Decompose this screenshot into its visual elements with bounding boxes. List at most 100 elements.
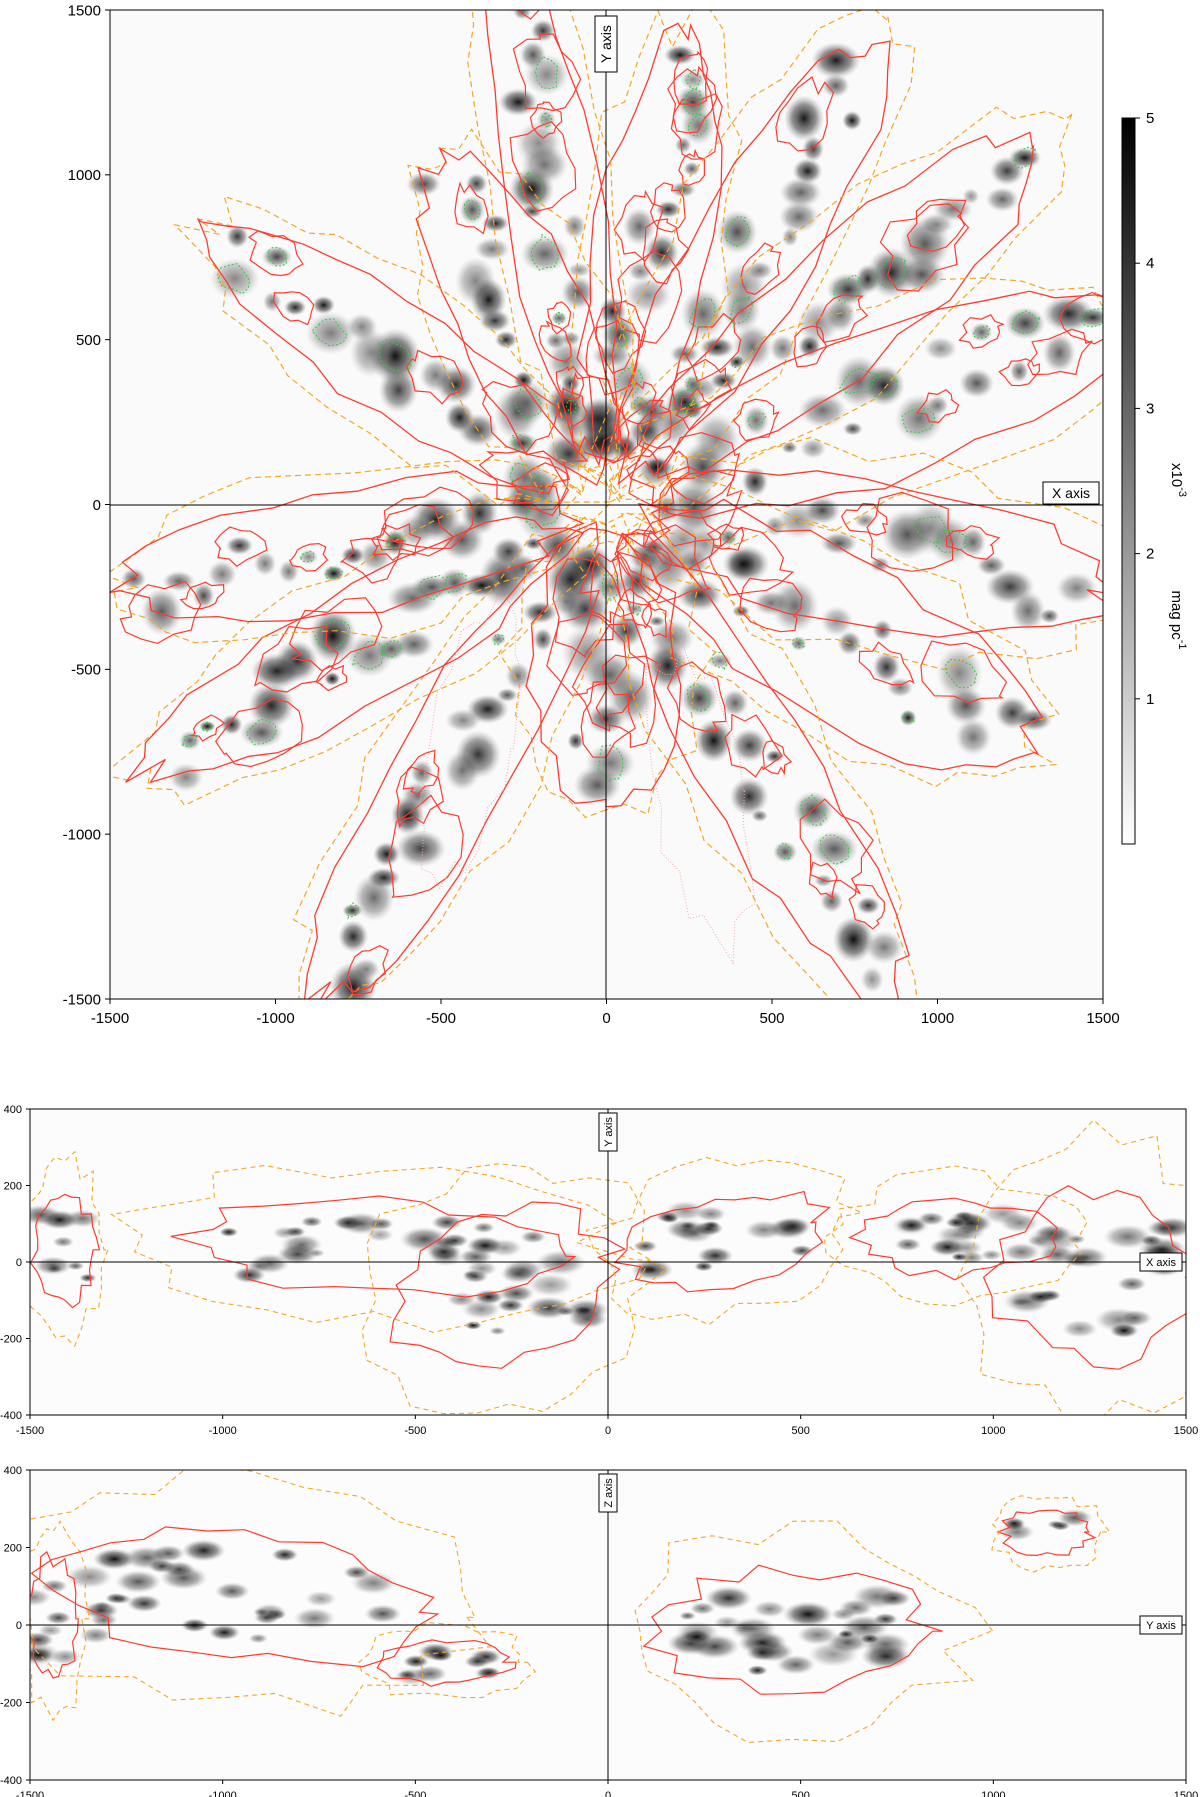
density-clump (219, 1227, 239, 1237)
colorbar-unit: mag pc-1 (1168, 591, 1188, 650)
xz-slice-panel: -1500 -1000 -500 0 500 1000 1500 -400 -200 0 200 40… (0, 1104, 1198, 1437)
density-clump (1038, 1245, 1076, 1264)
density-clump (342, 903, 363, 918)
contour-red (670, 92, 723, 160)
density-clump (689, 1602, 716, 1615)
density-clump (350, 1571, 396, 1595)
density-clump (743, 405, 770, 436)
contour-green (685, 67, 701, 90)
density-clump (390, 795, 425, 836)
contour-green (633, 396, 647, 415)
xy-map-x-axis-label: X axis (1042, 481, 1100, 505)
density-clump (644, 233, 679, 272)
contour-red (315, 664, 348, 692)
density-clump (655, 200, 682, 219)
contour-red (998, 358, 1041, 387)
contour-red (376, 1639, 517, 1687)
density-clump (1008, 147, 1042, 169)
density-clump (694, 718, 733, 763)
contour-green (601, 574, 620, 602)
contour-red (616, 529, 910, 999)
density-clump (980, 1249, 1003, 1261)
contour-green (720, 532, 736, 544)
density-clump (181, 1539, 226, 1562)
density-clump (208, 1624, 241, 1641)
density-clump (820, 532, 858, 555)
svg-text:Y axis: Y axis (603, 1117, 615, 1147)
density-clump (862, 364, 905, 407)
contour-green (972, 325, 991, 339)
density-clump (79, 1627, 113, 1644)
yz-slice-contours (30, 1470, 1111, 1744)
density-clump (399, 1226, 450, 1252)
colorbar-multiplier: x10-3 (1168, 463, 1188, 497)
contour-red (617, 248, 683, 344)
density-clump (729, 777, 769, 816)
density-clump (1002, 1242, 1041, 1262)
density-clump (199, 721, 216, 732)
density-clump (168, 762, 204, 792)
contour-pink (419, 593, 523, 890)
density-clump (141, 587, 183, 636)
density-clump (40, 1210, 79, 1230)
density-clump (705, 1586, 753, 1610)
contour-red (613, 1190, 831, 1293)
xy-map-field (110, 10, 1103, 999)
density-clump (680, 679, 719, 717)
colorbar-gradient (1121, 117, 1136, 845)
density-clump (679, 1611, 696, 1621)
density-clump (663, 44, 696, 66)
density-clump (1010, 590, 1046, 632)
density-clump (810, 830, 859, 868)
main-y-tick-label: -1000 (63, 826, 101, 843)
contour-red (626, 442, 690, 506)
contour-red (663, 431, 741, 505)
density-clump (474, 237, 511, 261)
xz-y-tick-label: 400 (4, 1104, 22, 1116)
contour-green (541, 111, 553, 129)
yz-x-tick-label: -1000 (209, 1790, 237, 1797)
density-clump (699, 336, 735, 359)
contour-red (389, 1201, 627, 1369)
yz-slice-density-features (30, 1509, 1093, 1686)
contour-red (110, 470, 585, 623)
density-clump (49, 1648, 82, 1665)
contour-red (380, 486, 475, 549)
density-clump (746, 261, 774, 280)
density-clump (115, 1570, 162, 1594)
density-clump (954, 718, 992, 756)
xz-x-tick-label: -1500 (16, 1425, 44, 1437)
density-clump (927, 395, 949, 416)
density-clump (481, 214, 510, 233)
density-clump (464, 1655, 490, 1668)
density-clump (431, 1214, 463, 1231)
density-clump (747, 1665, 768, 1676)
density-clump (769, 334, 796, 363)
contour-green (730, 356, 743, 369)
density-clump (520, 1230, 547, 1244)
contour-red (613, 40, 891, 486)
main-y-tick-label: 500 (76, 332, 101, 349)
xz-y-tick-label: -400 (0, 1410, 22, 1422)
xz-x-tick-label: 1500 (1174, 1425, 1198, 1437)
density-clump (560, 331, 581, 346)
xy-map-y-axis-label: Y axis (594, 15, 618, 73)
density-clump (550, 311, 568, 325)
contour-red (288, 542, 329, 572)
contour-orange (292, 515, 622, 999)
xz-slice-field (30, 1119, 1186, 1415)
density-clump (860, 1643, 911, 1669)
colorbar-tick-label: 2 (1146, 546, 1154, 563)
density-clump (798, 393, 848, 428)
density-clump (985, 186, 1020, 212)
density-clump (808, 1641, 859, 1667)
density-clump (413, 1665, 448, 1683)
density-clump (207, 560, 237, 588)
contour-red (214, 698, 303, 768)
density-clump (214, 1582, 250, 1600)
contour-red (485, 10, 618, 467)
density-clump (527, 1273, 574, 1297)
density-clump (520, 235, 570, 273)
contour-red (739, 577, 803, 633)
contour-green (686, 683, 711, 712)
